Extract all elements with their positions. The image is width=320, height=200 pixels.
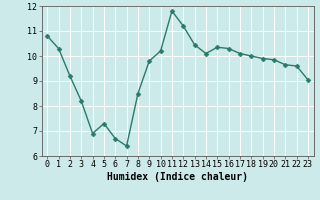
X-axis label: Humidex (Indice chaleur): Humidex (Indice chaleur)	[107, 172, 248, 182]
